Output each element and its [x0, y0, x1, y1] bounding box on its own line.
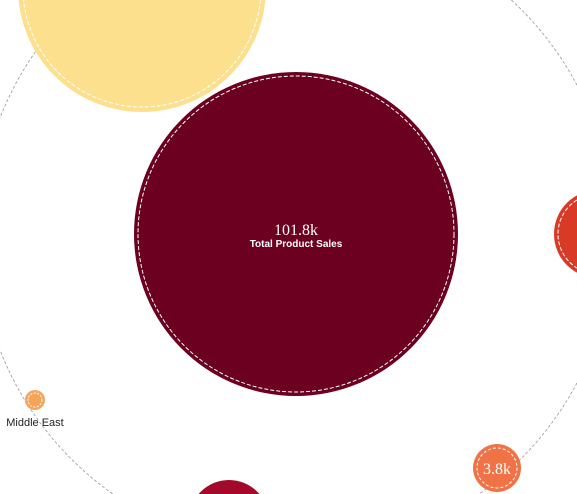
- middle-east-label: Middle East: [6, 417, 63, 429]
- middle-east-dash: [27, 392, 43, 408]
- crimson-bubble-fill: [198, 480, 260, 494]
- total-sales-fill: [134, 72, 458, 396]
- small-value-dash: [476, 447, 518, 489]
- total-sales-value: 101.8k: [274, 222, 318, 239]
- total-sales-bubble[interactable]: 101.8k Total Product Sales: [134, 72, 458, 396]
- yellow-bubble-fill: [18, 0, 266, 112]
- small-value-fill: [473, 444, 521, 492]
- small-value-bubble[interactable]: 3.8k: [473, 444, 521, 492]
- yellow-region-bubble[interactable]: [18, 0, 266, 112]
- red-region-bubble[interactable]: [554, 190, 577, 278]
- yellow-bubble-dash: [23, 0, 261, 108]
- middle-east-bubble[interactable]: [25, 390, 45, 410]
- total-sales-dash: [137, 75, 455, 393]
- crimson-region-bubble[interactable]: [189, 480, 269, 494]
- total-sales-label: Total Product Sales: [250, 239, 343, 250]
- small-value-text: 3.8k: [483, 461, 511, 478]
- red-bubble-fill: [554, 195, 577, 273]
